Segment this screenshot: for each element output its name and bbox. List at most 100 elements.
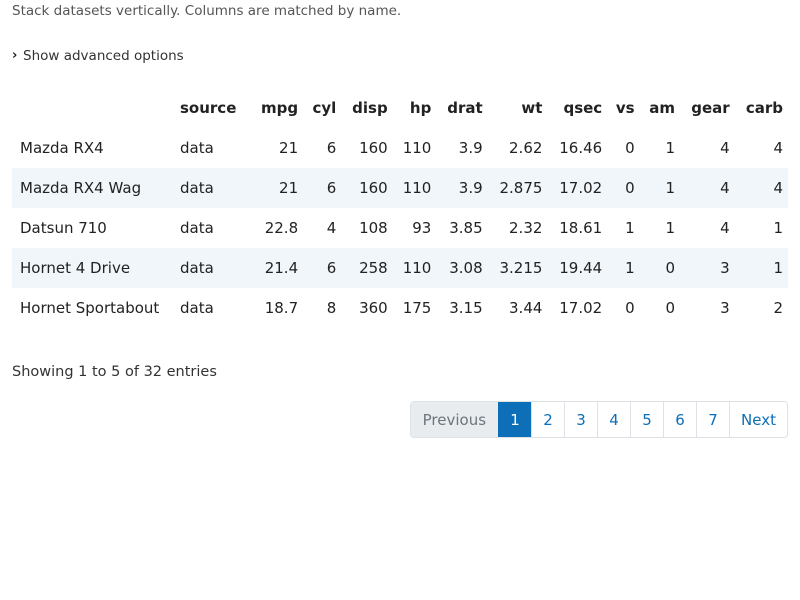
table-cell-disp: 160 [359,179,388,197]
table-cell-carb: 4 [773,179,783,197]
table-cell-carb: 2 [773,299,783,317]
table-cell-cyl: 6 [326,259,337,277]
table-info-text: Showing 1 to 5 of 32 entries [12,364,217,380]
table-cell-hp: 93 [412,219,432,237]
table-cell-cyl: 8 [326,299,337,317]
show-advanced-options-label: Show advanced options [23,48,184,64]
column-header-qsec[interactable]: qsec [563,99,603,117]
table-cell-wt: 2.32 [509,219,543,237]
table-cell-rowname: Hornet 4 Drive [20,259,131,277]
table-cell-qsec: 17.02 [559,179,603,197]
table-cell-vs: 1 [625,219,635,237]
table-cell-mpg: 21 [279,139,299,157]
table-cell-carb: 4 [773,139,783,157]
table-cell-hp: 110 [402,259,432,277]
column-header-cyl[interactable]: cyl [312,99,337,117]
column-header-gear[interactable]: gear [691,99,730,117]
table-cell-disp: 160 [359,139,388,157]
table-row: Mazda RX4 Wag data 21 6 160 110 3.9 2.87… [12,168,788,208]
table-cell-hp: 110 [402,139,432,157]
table-cell-source: data [180,219,214,237]
column-header-rownames[interactable] [12,88,175,128]
table-cell-cyl: 6 [326,139,337,157]
table-cell-vs: 0 [625,179,635,197]
table-cell-qsec: 17.02 [559,299,603,317]
table-cell-gear: 4 [720,139,730,157]
table-row: Hornet 4 Drive data 21.4 6 258 110 3.08 … [12,248,788,288]
column-header-vs[interactable]: vs [615,99,635,117]
table-cell-drat: 3.9 [458,179,483,197]
table-cell-qsec: 19.44 [559,259,603,277]
table-cell-gear: 3 [720,259,730,277]
table-cell-cyl: 4 [326,219,337,237]
table-cell-carb: 1 [773,259,783,277]
table-cell-drat: 3.15 [449,299,483,317]
chevron-right-icon: › [12,48,18,63]
table-cell-am: 1 [665,219,675,237]
column-header-mpg[interactable]: mpg [261,99,299,117]
pagination: Previous 1 2 3 4 5 6 7 Next [409,401,788,438]
table-cell-wt: 2.875 [499,179,543,197]
table-cell-vs: 1 [625,259,635,277]
page-button-6[interactable]: 6 [663,402,697,437]
table-cell-wt: 3.44 [509,299,543,317]
page-button-5[interactable]: 5 [630,402,664,437]
data-table: source mpg cyl disp hp drat wt qsec vs a… [12,88,788,328]
table-cell-mpg: 21.4 [264,259,299,277]
table-cell-disp: 108 [359,219,388,237]
table-cell-am: 1 [665,139,675,157]
table-cell-hp: 175 [402,299,432,317]
table-cell-qsec: 18.61 [559,219,603,237]
table-cell-disp: 258 [359,259,388,277]
table-cell-rowname: Mazda RX4 [20,139,104,157]
page-button-1[interactable]: 1 [498,402,532,437]
table-cell-am: 1 [665,179,675,197]
table-cell-hp: 110 [402,179,432,197]
table-cell-source: data [180,139,214,157]
table-cell-cyl: 6 [326,179,337,197]
table-row: Hornet Sportabout data 18.7 8 360 175 3.… [12,288,788,328]
column-header-hp[interactable]: hp [409,99,432,117]
page-button-7[interactable]: 7 [696,402,730,437]
table-cell-rowname: Mazda RX4 Wag [20,179,142,197]
table-cell-gear: 3 [720,299,730,317]
next-page-button[interactable]: Next [729,402,787,437]
table-cell-drat: 3.08 [449,259,483,277]
table-cell-vs: 0 [625,299,635,317]
column-header-am[interactable]: am [649,99,675,117]
table-cell-gear: 4 [720,179,730,197]
table-cell-disp: 360 [359,299,388,317]
table-cell-carb: 1 [773,219,783,237]
show-advanced-options-toggle[interactable]: › Show advanced options [12,46,184,66]
table-cell-drat: 3.9 [458,139,483,157]
column-header-wt[interactable]: wt [521,99,543,117]
table-cell-rowname: Hornet Sportabout [20,299,160,317]
table-cell-am: 0 [665,299,675,317]
description-text: Stack datasets vertically. Columns are m… [12,3,402,19]
table-cell-vs: 0 [625,139,635,157]
page-button-4[interactable]: 4 [597,402,631,437]
table-cell-source: data [180,299,214,317]
column-header-source[interactable]: source [180,99,237,117]
table-cell-mpg: 21 [279,179,299,197]
table-row: Mazda RX4 data 21 6 160 110 3.9 2.62 16.… [12,128,788,168]
table-cell-wt: 2.62 [509,139,543,157]
table-cell-wt: 3.215 [499,259,543,277]
table-cell-drat: 3.85 [449,219,483,237]
table-cell-qsec: 16.46 [559,139,603,157]
table-cell-mpg: 18.7 [264,299,299,317]
table-cell-source: data [180,179,214,197]
table-header-row: source mpg cyl disp hp drat wt qsec vs a… [12,88,788,128]
table-row: Datsun 710 data 22.8 4 108 93 3.85 2.32 … [12,208,788,248]
column-header-carb[interactable]: carb [745,99,783,117]
page-button-2[interactable]: 2 [531,402,565,437]
table-cell-source: data [180,259,214,277]
table-cell-gear: 4 [720,219,730,237]
previous-page-button[interactable]: Previous [410,402,499,437]
table-cell-mpg: 22.8 [264,219,299,237]
page-button-3[interactable]: 3 [564,402,598,437]
column-header-disp[interactable]: disp [352,99,388,117]
column-header-drat[interactable]: drat [447,99,483,117]
table-cell-rowname: Datsun 710 [20,219,107,237]
